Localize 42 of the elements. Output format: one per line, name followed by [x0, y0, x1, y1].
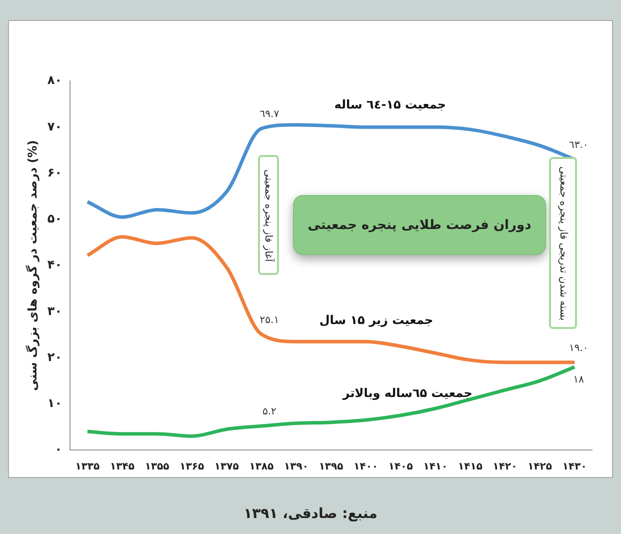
y-axis-title: درصد جمعیت در گروه های بزرگ سنی (%) [25, 140, 40, 391]
data-label: ۵.۲ [262, 406, 276, 418]
annotation: دوران فرصت طلایی پنجره جمعیتی [308, 218, 532, 232]
annotation: بسته شدن تدریجی فاز پنجره جمعیتی [558, 166, 568, 320]
series-label: جمعیت زیر ۱۵ سال [319, 313, 434, 328]
annotation: آغاز فاز پنجره جمعیتی [263, 168, 274, 262]
x-tick-label: ۱۳۹۵ [318, 462, 344, 473]
data-label: ۱۸ [573, 374, 585, 386]
x-tick-label: ۱۳۶۵ [180, 462, 204, 473]
y-tick-label: ۳۰ [47, 304, 62, 318]
x-tick-label: ۱۳۳۵ [75, 462, 100, 473]
series-label: جمعیت ٦۵ساله وبالاتر [342, 386, 472, 400]
data-label: ۱۹.۰ [568, 342, 588, 354]
y-tick-label: ۱۰ [47, 396, 62, 410]
x-tick-label: ۱۳۹۰ [284, 462, 308, 473]
y-tick-label: ۴۰ [47, 258, 62, 272]
series-label: جمعیت ۱۵-٦٤ ساله [334, 97, 446, 112]
x-tick-label: ۱۳۷۵ [214, 462, 239, 473]
y-tick-label: ۶۰ [47, 165, 62, 180]
x-tick-label: ۱۴۲۰ [492, 462, 518, 473]
y-tick-label: ۸۰ [47, 73, 62, 88]
x-tick-label: ۱۳۸۵ [249, 462, 274, 473]
x-tick-label: ۱۴۰۵ [388, 462, 413, 473]
line-series [86, 365, 576, 438]
callout-box: آغاز فاز پنجره جمعیتی [258, 155, 279, 275]
x-tick-label: ۱۳۵۵ [144, 462, 170, 473]
callout-box: بسته شدن تدریجی فاز پنجره جمعیتی [549, 157, 577, 329]
x-tick-label: ۱۳۴۵ [110, 462, 134, 473]
x-tick-label: ۱۴۱۵ [458, 462, 482, 473]
y-tick-label: ۲۰ [47, 350, 62, 364]
x-tick-label: ۱۴۳۰ [562, 462, 587, 473]
callout-box: دوران فرصت طلایی پنجره جمعیتی [293, 195, 546, 255]
y-tick-label: ۵۰ [47, 212, 62, 226]
text: منبع: صادقی، ۱۳۹۱ [244, 506, 378, 522]
x-tick-label: ۱۴۲۵ [528, 462, 552, 473]
y-tick-label: ۰ [54, 442, 62, 456]
data-label: ۲۵.۱ [260, 314, 280, 326]
y-tick-label: ۷۰ [47, 119, 62, 134]
data-label: ٦۳.۰ [568, 140, 588, 152]
data-label: ٦۹.۷ [260, 109, 280, 120]
x-tick-label: ۱۴۰۰ [354, 462, 378, 473]
x-tick-label: ۱۴۱۰ [423, 462, 448, 473]
